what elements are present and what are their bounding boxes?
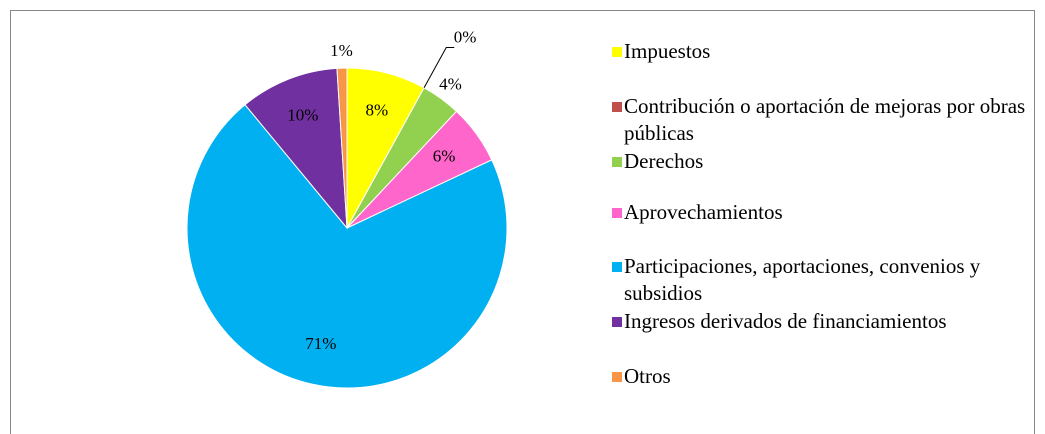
- legend-label: Participaciones, aportaciones, convenios…: [624, 254, 981, 305]
- legend-swatch: [612, 372, 622, 382]
- legend-label: Impuestos: [624, 39, 711, 63]
- legend-swatch: [612, 317, 622, 327]
- chart-frame: [10, 10, 1035, 434]
- legend-label: Derechos: [624, 149, 704, 173]
- legend-entry: Aprovechamientos: [612, 199, 1027, 226]
- legend-entry: Otros: [612, 363, 1027, 390]
- legend-swatch: [612, 102, 622, 112]
- legend-label: Otros: [624, 364, 671, 388]
- data-label: 8%: [366, 101, 389, 120]
- leader-line: [423, 46, 455, 89]
- legend-entry: Impuestos: [612, 38, 1027, 65]
- legend-entry: Participaciones, aportaciones, convenios…: [612, 253, 1027, 307]
- legend-label: Aprovechamientos: [624, 200, 783, 224]
- legend-label: Ingresos derivados de financiamientos: [624, 309, 947, 333]
- data-label: 4%: [439, 75, 462, 94]
- data-label: 71%: [305, 334, 336, 353]
- data-label: 10%: [287, 105, 318, 124]
- data-label: 0%: [454, 28, 477, 47]
- legend-swatch: [612, 262, 622, 272]
- legend-entry: Derechos: [612, 148, 1027, 175]
- legend-entry: Ingresos derivados de financiamientos: [612, 308, 1027, 335]
- pie-slice: [244, 67, 348, 230]
- legend-swatch: [612, 47, 622, 57]
- pie-slice: [336, 67, 348, 229]
- legend-swatch: [612, 208, 622, 218]
- data-label: 6%: [433, 146, 456, 165]
- legend-label: Contribución o aportación de mejoras por…: [624, 94, 1026, 145]
- data-label: 1%: [330, 41, 353, 60]
- pie-slice: [186, 104, 508, 389]
- legend-entry: Contribución o aportación de mejoras por…: [612, 93, 1027, 147]
- legend-swatch: [612, 157, 622, 167]
